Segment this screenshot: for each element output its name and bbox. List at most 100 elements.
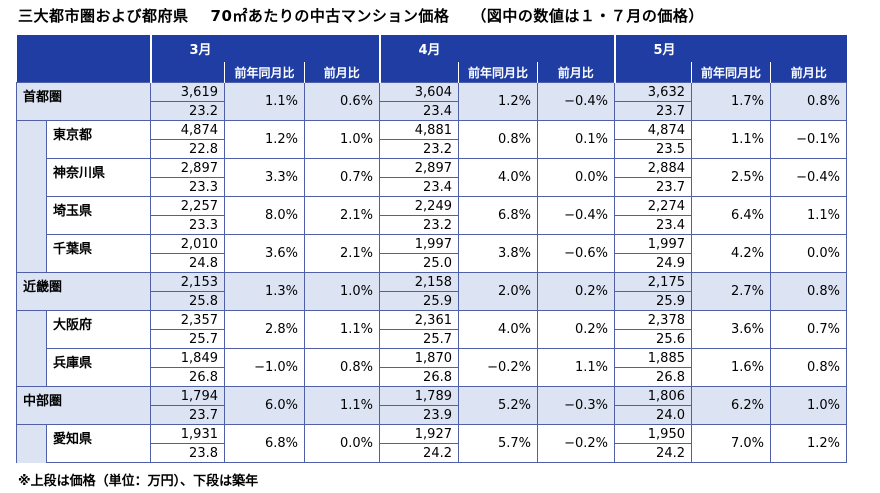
mom-cell: 1.0% bbox=[770, 386, 847, 425]
mom-cell: 0.8% bbox=[770, 348, 847, 387]
title-sub: 70㎡あたりの中古マンション価格 bbox=[210, 7, 450, 25]
yoy-cell: 3.6% bbox=[691, 310, 771, 349]
yoy-cell: 2.5% bbox=[691, 158, 771, 197]
yoy-cell: 5.2% bbox=[458, 386, 538, 425]
header-yoy: 前年同月比 bbox=[224, 62, 305, 83]
table-row-sub: 26.8 26.8 26.8 bbox=[17, 367, 847, 387]
price-cell: 1,927 bbox=[379, 424, 459, 444]
age-cell: 23.4 bbox=[379, 101, 459, 121]
yoy-cell: 1.1% bbox=[691, 120, 771, 159]
mom-cell: 0.8% bbox=[770, 82, 847, 121]
price-cell: 1,870 bbox=[379, 348, 459, 368]
yoy-cell: 1.2% bbox=[458, 82, 538, 121]
header-corner bbox=[16, 35, 151, 62]
yoy-cell: 3.3% bbox=[224, 158, 305, 197]
mom-cell: −0.1% bbox=[770, 120, 847, 159]
price-cell: 2,897 bbox=[150, 158, 225, 178]
table-row-sub: 22.8 23.2 23.5 bbox=[17, 139, 847, 159]
yoy-cell: 6.2% bbox=[691, 386, 771, 425]
table-row: 千葉県 2,010 3.6% 2.1% 1,997 3.8% −0.6% 1,997 4.2% 0… bbox=[16, 234, 847, 273]
yoy-cell: 6.8% bbox=[458, 196, 538, 235]
table-row-sub: 23.2 23.4 23.7 bbox=[17, 101, 847, 121]
yoy-cell: 2.7% bbox=[691, 272, 771, 311]
table-row: 愛知県 1,931 6.8% 0.0% 1,927 5.7% −0.2% 1,950 7.0% 1… bbox=[16, 424, 847, 463]
footnote: ※上段は価格（単位：万円）、下段は築年 bbox=[18, 474, 259, 489]
header-mom: 前月比 bbox=[304, 62, 380, 83]
mom-cell: 0.0% bbox=[770, 234, 847, 273]
mom-cell: −0.2% bbox=[537, 424, 615, 463]
table-row-sub: 23.8 24.2 24.2 bbox=[17, 443, 847, 463]
mom-cell: 0.8% bbox=[770, 272, 847, 311]
mom-cell: 0.8% bbox=[304, 348, 380, 387]
age-cell: 23.8 bbox=[150, 443, 225, 463]
age-cell: 26.8 bbox=[379, 367, 459, 387]
price-cell: 3,632 bbox=[614, 82, 692, 102]
title-main: 三大都市圏および都府県 bbox=[18, 7, 189, 25]
price-cell: 2,153 bbox=[150, 272, 225, 292]
mom-cell: −0.4% bbox=[537, 82, 615, 121]
mom-cell: 0.1% bbox=[537, 120, 615, 159]
table-row: 首都圏 3,619 1.1% 0.6% 3,604 1.2% −0.4% 3,632 1.7% 0… bbox=[16, 82, 847, 121]
age-cell: 24.2 bbox=[379, 443, 459, 463]
age-cell: 23.5 bbox=[614, 139, 692, 159]
mom-cell: 0.0% bbox=[304, 424, 380, 463]
region-label: 近畿圏 bbox=[16, 272, 151, 311]
prefecture-label: 大阪府 bbox=[46, 310, 151, 349]
yoy-cell: −1.0% bbox=[224, 348, 305, 387]
age-cell: 23.9 bbox=[379, 405, 459, 425]
age-cell: 24.0 bbox=[614, 405, 692, 425]
page-title: 三大都市圏および都府県 70㎡あたりの中古マンション価格 （図中の数値は１・７月の価… bbox=[18, 5, 704, 26]
title-note: （図中の数値は１・７月の価格） bbox=[471, 7, 704, 25]
price-cell: 2,274 bbox=[614, 196, 692, 216]
yoy-cell: 6.4% bbox=[691, 196, 771, 235]
yoy-cell: 1.7% bbox=[691, 82, 771, 121]
prefecture-label: 神奈川県 bbox=[46, 158, 151, 197]
price-cell: 3,619 bbox=[150, 82, 225, 102]
mom-cell: 1.1% bbox=[304, 386, 380, 425]
price-cell: 1,997 bbox=[379, 234, 459, 254]
mom-cell: 0.0% bbox=[537, 158, 615, 197]
yoy-cell: 4.0% bbox=[458, 158, 538, 197]
header-month-5: 5月 bbox=[613, 35, 847, 62]
prefecture-label: 兵庫県 bbox=[46, 348, 151, 387]
mom-cell: 0.2% bbox=[537, 310, 615, 349]
price-cell: 4,881 bbox=[379, 120, 459, 140]
prefecture-label: 埼玉県 bbox=[46, 196, 151, 235]
yoy-cell: 1.1% bbox=[224, 82, 305, 121]
price-cell: 1,794 bbox=[150, 386, 225, 406]
price-cell: 2,249 bbox=[379, 196, 459, 216]
age-cell: 25.7 bbox=[379, 329, 459, 349]
price-cell: 4,874 bbox=[150, 120, 225, 140]
price-cell: 1,885 bbox=[614, 348, 692, 368]
yoy-cell: 4.2% bbox=[691, 234, 771, 273]
price-cell: 2,010 bbox=[150, 234, 225, 254]
yoy-cell: 6.8% bbox=[224, 424, 305, 463]
table-row: 兵庫県 1,849 −1.0% 0.8% 1,870 −0.2% 1.1% 1,885 1.6%… bbox=[16, 348, 847, 387]
yoy-cell: 3.8% bbox=[458, 234, 538, 273]
price-cell: 4,874 bbox=[614, 120, 692, 140]
yoy-cell: 1.6% bbox=[691, 348, 771, 387]
mom-cell: 0.6% bbox=[304, 82, 380, 121]
age-cell: 24.2 bbox=[614, 443, 692, 463]
age-cell: 23.4 bbox=[614, 215, 692, 235]
table-row: 中部圏 1,794 6.0% 1.1% 1,789 5.2% −0.3% 1,806 6.2% 1… bbox=[16, 386, 847, 425]
mom-cell: 2.1% bbox=[304, 196, 380, 235]
price-cell: 2,884 bbox=[614, 158, 692, 178]
price-cell: 2,361 bbox=[379, 310, 459, 330]
mom-cell: 0.2% bbox=[537, 272, 615, 311]
age-cell: 25.7 bbox=[150, 329, 225, 349]
price-cell: 2,175 bbox=[614, 272, 692, 292]
yoy-cell: 5.7% bbox=[458, 424, 538, 463]
region-label: 中部圏 bbox=[16, 386, 151, 425]
price-cell: 2,158 bbox=[379, 272, 459, 292]
mom-cell: 2.1% bbox=[304, 234, 380, 273]
mom-cell: 1.0% bbox=[304, 272, 380, 311]
table-row: 近畿圏 2,153 1.3% 1.0% 2,158 2.0% 0.2% 2,175 2.7% 0.… bbox=[16, 272, 847, 311]
header-mom: 前月比 bbox=[770, 62, 847, 83]
price-cell: 1,849 bbox=[150, 348, 225, 368]
price-cell: 1,950 bbox=[614, 424, 692, 444]
yoy-cell: 2.8% bbox=[224, 310, 305, 349]
age-cell: 25.9 bbox=[614, 291, 692, 311]
age-cell: 23.3 bbox=[150, 177, 225, 197]
price-cell: 2,357 bbox=[150, 310, 225, 330]
